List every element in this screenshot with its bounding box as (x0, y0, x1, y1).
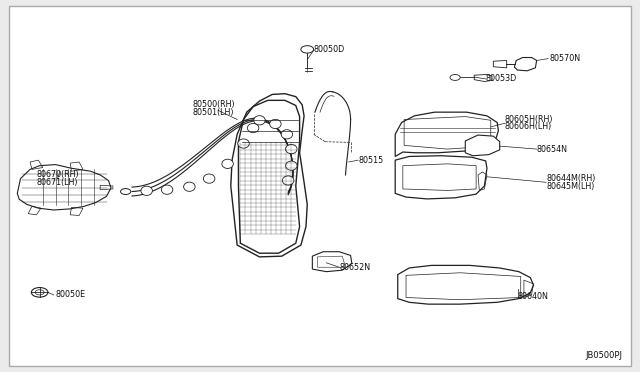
Text: 80652N: 80652N (339, 263, 371, 272)
Text: 80670(RH): 80670(RH) (36, 170, 79, 179)
Ellipse shape (269, 119, 281, 129)
Ellipse shape (281, 130, 292, 139)
Ellipse shape (282, 176, 294, 185)
Polygon shape (465, 135, 500, 156)
Text: 80500(RH): 80500(RH) (193, 100, 235, 109)
Ellipse shape (247, 124, 259, 133)
Ellipse shape (222, 159, 234, 169)
Text: 80654N: 80654N (537, 145, 568, 154)
Text: 80570N: 80570N (549, 54, 580, 63)
Text: 80053D: 80053D (486, 74, 517, 83)
Text: 80605H(RH): 80605H(RH) (505, 115, 554, 124)
Polygon shape (397, 265, 534, 304)
Text: 80515: 80515 (358, 155, 383, 165)
Text: JB0500PJ: JB0500PJ (586, 350, 623, 359)
Ellipse shape (184, 182, 195, 191)
Polygon shape (231, 94, 307, 257)
Polygon shape (395, 112, 499, 157)
Ellipse shape (285, 161, 297, 170)
Text: 80501(LH): 80501(LH) (193, 108, 234, 117)
Text: 80644M(RH): 80644M(RH) (546, 174, 596, 183)
Ellipse shape (161, 185, 173, 194)
Polygon shape (515, 58, 537, 71)
Ellipse shape (253, 116, 265, 125)
Text: 80050E: 80050E (56, 291, 86, 299)
Ellipse shape (238, 139, 249, 148)
Ellipse shape (285, 144, 297, 154)
Text: 80671(LH): 80671(LH) (36, 178, 78, 187)
Text: 80050D: 80050D (314, 45, 345, 54)
Text: 80645M(LH): 80645M(LH) (546, 182, 595, 190)
Polygon shape (395, 156, 487, 199)
Polygon shape (312, 252, 352, 272)
Text: 80640N: 80640N (518, 292, 548, 301)
Ellipse shape (141, 186, 152, 195)
FancyBboxPatch shape (9, 6, 631, 366)
Ellipse shape (204, 174, 215, 183)
Text: 80606H(LH): 80606H(LH) (505, 122, 552, 131)
